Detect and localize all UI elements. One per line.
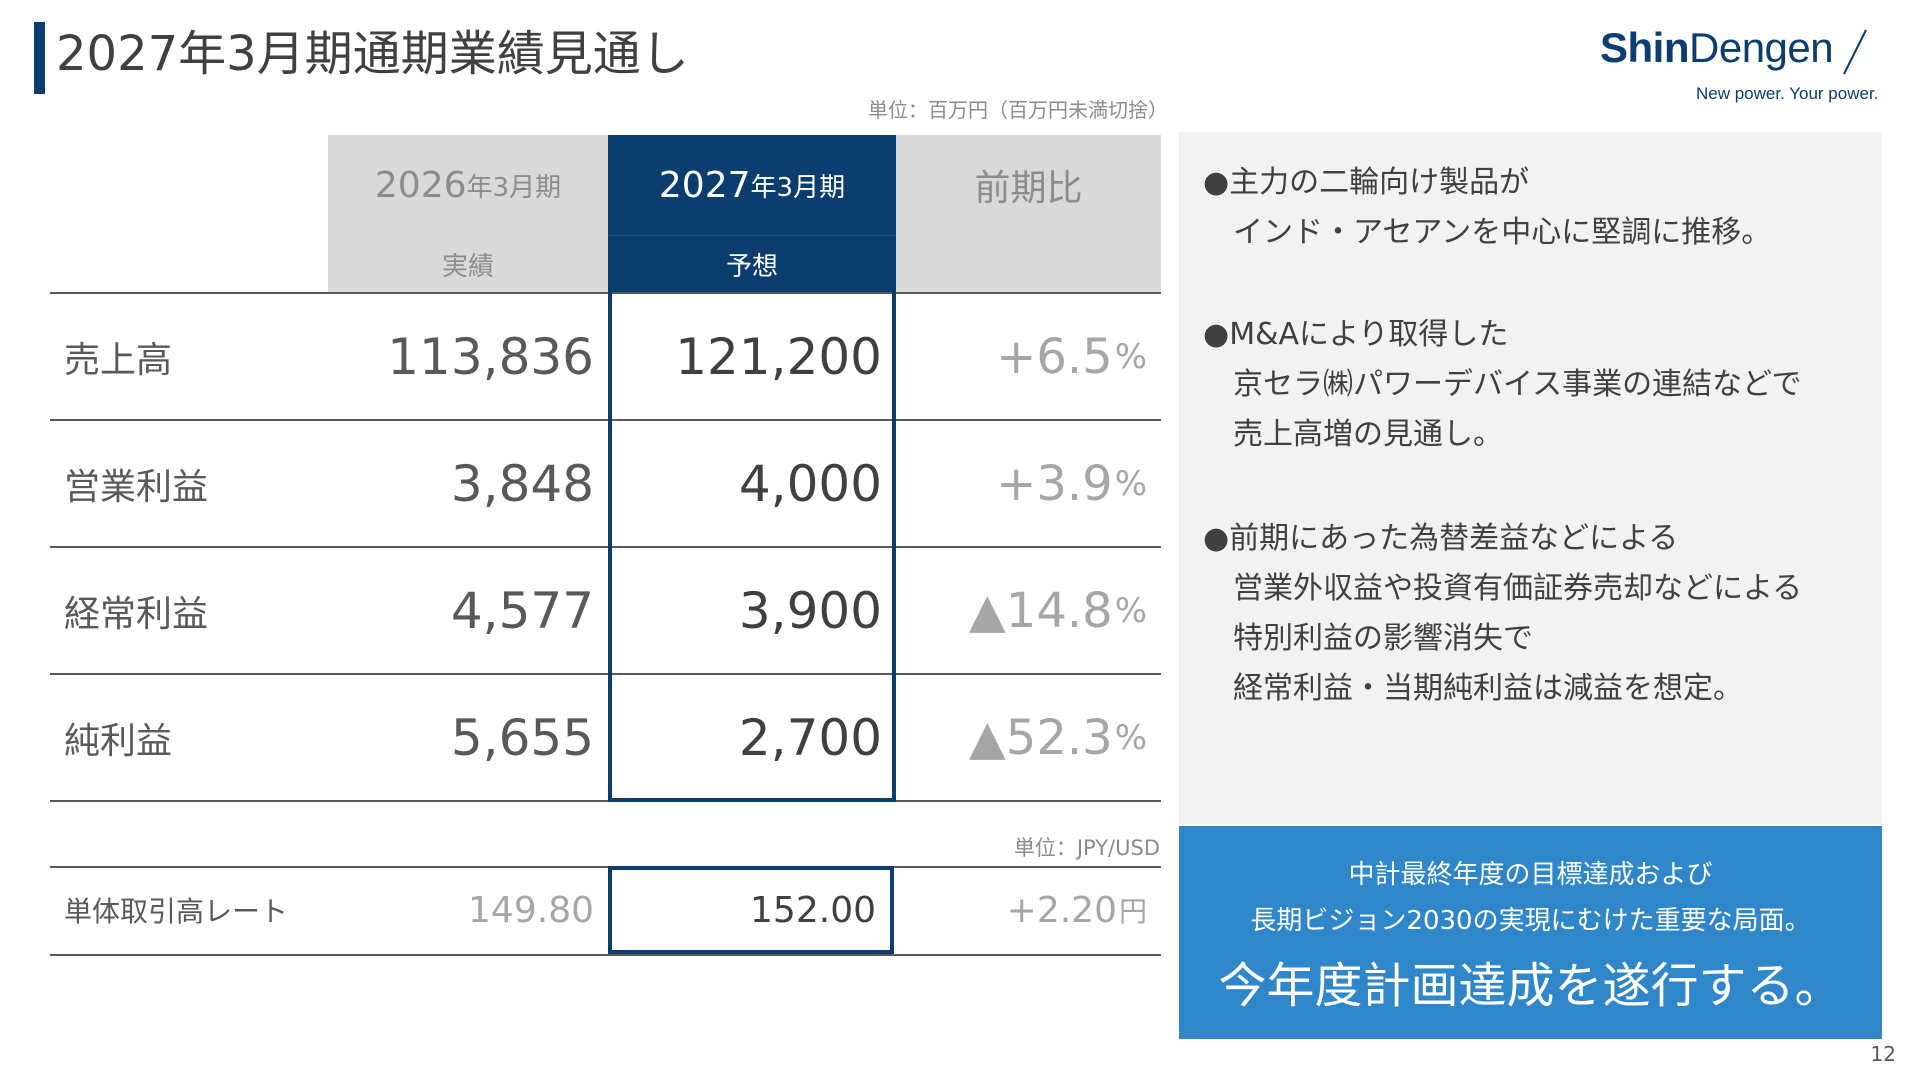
- value-change: +3.9%: [896, 420, 1161, 547]
- column-header-suffix: 年3月期: [750, 172, 846, 203]
- column-header-change: 前期比: [896, 135, 1161, 293]
- column-header-sub: 予想: [608, 235, 896, 293]
- table-row-ordinary-profit: 経常利益 4,577 3,900 ▲14.8%: [50, 547, 1161, 674]
- callout-headline: 今年度計画達成を遂行する。: [1218, 958, 1843, 1014]
- table-rule: [50, 866, 1161, 868]
- value-fy2026: 4,577: [450, 581, 594, 640]
- column-header-title: 前期比: [974, 168, 1083, 209]
- change-value: ▲52.3: [968, 709, 1113, 766]
- callout-line: 長期ビジョン2030の実現にむけた重要な局面。: [1250, 906, 1811, 936]
- table-row-sales: 売上高 113,836 121,200 +6.5%: [50, 293, 1161, 420]
- logo-slash-icon: [1843, 29, 1867, 75]
- value-fy2027: 4,000: [738, 454, 882, 513]
- forecast-highlight-frame: [608, 292, 896, 802]
- change-unit: %: [1114, 717, 1147, 758]
- row-label: 経常利益: [64, 593, 209, 635]
- value-fy2026: 149.80: [468, 889, 594, 931]
- change-unit: %: [1114, 590, 1147, 631]
- value-fy2026: 3,848: [450, 454, 594, 513]
- note-text: 前期にあった為替差益などによる: [1229, 521, 1679, 556]
- notes-panel: ●主力の二輪向け製品が インド・アセアンを中心に堅調に推移。 ●M&Aにより取得…: [1179, 132, 1882, 824]
- note-line: ●主力の二輪向け製品が: [1203, 158, 1771, 208]
- row-label: 純利益: [64, 720, 173, 762]
- change-unit: 円: [1118, 895, 1147, 928]
- column-header-suffix: 年3月期: [466, 172, 562, 203]
- note-item: ●M&Aにより取得した 京セラ㈱パワーデバイス事業の連結などで 売上高増の見通し…: [1203, 310, 1802, 460]
- value-fy2027: 152.00: [608, 866, 894, 954]
- logo-wordmark: ShinDengen: [1600, 24, 1834, 72]
- column-header-title: 2026 年3月期: [328, 135, 608, 235]
- callout-box: 中計最終年度の目標達成および 長期ビジョン2030の実現にむけた重要な局面。 今…: [1179, 826, 1882, 1039]
- row-label: 営業利益: [64, 466, 209, 508]
- value-fy2027: 121,200: [675, 327, 882, 386]
- value-fy2027: 2,700: [738, 708, 882, 767]
- logo-tagline: New power. Your power.: [1696, 84, 1879, 103]
- bullet-icon: ●: [1203, 165, 1230, 200]
- callout-line: 中計最終年度の目標達成および: [1348, 860, 1713, 890]
- row-label: 売上高: [64, 339, 173, 381]
- note-line: 売上高増の見通し。: [1233, 417, 1503, 452]
- note-line: 営業外収益や投資有価証券売却などによる: [1233, 571, 1803, 606]
- note-item: ●主力の二輪向け製品が インド・アセアンを中心に堅調に推移。: [1203, 158, 1771, 258]
- table-rule: [50, 954, 1161, 956]
- table-row-net-profit: 純利益 5,655 2,700 ▲52.3%: [50, 674, 1161, 801]
- note-line: インド・アセアンを中心に堅調に推移。: [1233, 215, 1772, 250]
- table-rule: [50, 800, 1161, 802]
- change-value: +6.5: [996, 328, 1113, 385]
- column-header-year: 2026: [374, 164, 467, 206]
- change-value: ▲14.8: [968, 582, 1113, 639]
- column-header-year: 2027: [658, 164, 751, 206]
- column-header-title: 2027 年3月期: [608, 135, 896, 235]
- page-number: 12: [1870, 1042, 1896, 1066]
- value-fy2027: 3,900: [738, 581, 882, 640]
- value-change: +2.20 円: [896, 866, 1161, 954]
- note-line: 特別利益の影響消失で: [1233, 621, 1533, 656]
- title-accent-bar: [34, 22, 45, 94]
- company-logo: ShinDengen New power. Your power.: [1600, 24, 1880, 114]
- note-line: ●M&Aにより取得した: [1203, 310, 1802, 360]
- column-header-fy2027: 2027 年3月期 予想: [608, 135, 896, 293]
- page-title: 2027年3月期通期業績見通し: [56, 26, 689, 82]
- change-value: +2.20: [1006, 889, 1117, 931]
- table-rule: [50, 419, 1161, 421]
- value-change: ▲14.8%: [896, 547, 1161, 674]
- unit-note-main: 単位：百万円（百万円未満切捨）: [868, 98, 1168, 122]
- note-line: 経常利益・当期純利益は減益を想定。: [1233, 671, 1743, 706]
- value-change: +6.5%: [896, 293, 1161, 420]
- note-text: M&Aにより取得した: [1229, 317, 1509, 352]
- note-line: ●前期にあった為替差益などによる: [1203, 514, 1802, 564]
- unit-note-rate: 単位：JPY/USD: [1013, 836, 1160, 860]
- change-value: +3.9: [996, 455, 1113, 512]
- bullet-icon: ●: [1203, 317, 1230, 352]
- row-label: 単体取引高レート: [64, 895, 289, 928]
- table-row-operating-profit: 営業利益 3,848 4,000 +3.9%: [50, 420, 1161, 547]
- value-change: ▲52.3%: [896, 674, 1161, 801]
- column-header-fy2026: 2026 年3月期 実績: [328, 135, 608, 293]
- value-fy2026: 113,836: [387, 327, 594, 386]
- change-unit: %: [1114, 336, 1147, 377]
- table-rule: [50, 292, 1161, 294]
- table-row-exchange-rate: 単体取引高レート 149.80 152.00 +2.20 円: [50, 866, 1161, 954]
- note-line: 京セラ㈱パワーデバイス事業の連結などで: [1233, 367, 1802, 402]
- change-unit: %: [1114, 463, 1147, 504]
- note-item: ●前期にあった為替差益などによる 営業外収益や投資有価証券売却などによる 特別利…: [1203, 514, 1802, 714]
- table-rule: [50, 673, 1161, 675]
- column-header-sub: 実績: [441, 251, 494, 282]
- note-text: 主力の二輪向け製品が: [1229, 165, 1530, 200]
- value-fy2026: 5,655: [450, 708, 594, 767]
- bullet-icon: ●: [1203, 521, 1230, 556]
- logo-name-regular: Dengen: [1689, 24, 1834, 71]
- table-rule: [50, 546, 1161, 548]
- logo-name-bold: Shin: [1600, 24, 1690, 71]
